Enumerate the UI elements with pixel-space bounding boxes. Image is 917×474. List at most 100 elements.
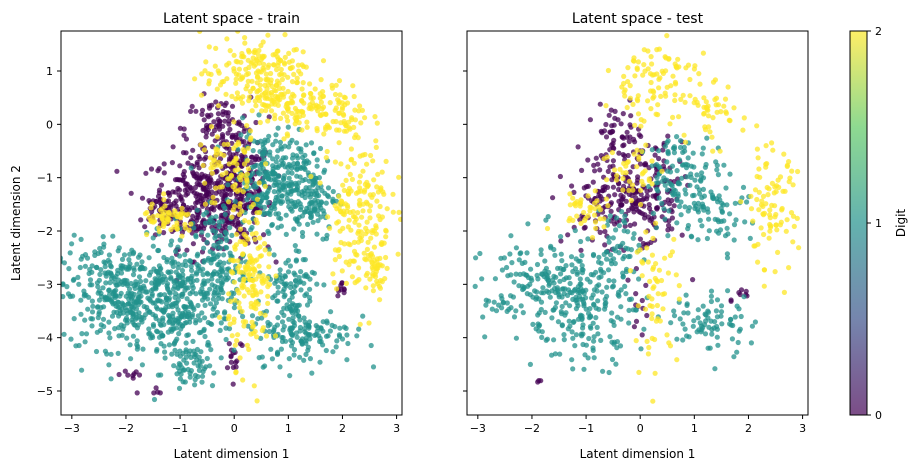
- point-digit-2: [337, 92, 343, 98]
- point-digit-1: [569, 357, 575, 363]
- point-digit-1: [155, 247, 162, 254]
- point-digit-2: [339, 106, 345, 112]
- y-tick-label: −1: [37, 172, 53, 185]
- point-digit-1: [248, 227, 254, 233]
- point-digit-1: [618, 287, 624, 293]
- point-digit-2: [710, 115, 716, 121]
- point-digit-2: [266, 62, 272, 68]
- point-digit-1: [615, 292, 621, 298]
- point-digit-1: [542, 258, 548, 264]
- point-digit-1: [594, 283, 600, 289]
- point-digit-2: [215, 103, 222, 109]
- point-digit-0: [194, 161, 200, 167]
- point-digit-1: [636, 242, 642, 248]
- point-digit-2: [687, 76, 693, 83]
- point-digit-1: [674, 197, 680, 203]
- point-digit-2: [771, 190, 777, 196]
- point-digit-1: [311, 191, 318, 198]
- point-digit-2: [654, 277, 660, 284]
- point-digit-2: [781, 151, 787, 157]
- point-digit-0: [665, 133, 671, 139]
- point-digit-2: [198, 142, 204, 148]
- point-digit-1: [112, 300, 118, 306]
- point-digit-1: [274, 154, 280, 160]
- point-digit-2: [361, 250, 367, 256]
- point-digit-1: [291, 226, 297, 232]
- point-digit-2: [757, 174, 763, 180]
- point-digit-1: [718, 309, 725, 315]
- point-digit-1: [513, 271, 519, 277]
- point-digit-1: [607, 334, 613, 340]
- point-digit-1: [337, 325, 343, 331]
- point-digit-2: [217, 184, 223, 190]
- point-digit-2: [233, 156, 239, 162]
- point-digit-1: [318, 214, 324, 220]
- point-digit-1: [207, 217, 213, 223]
- point-digit-1: [308, 140, 315, 146]
- point-digit-2: [332, 257, 338, 263]
- point-digit-1: [130, 333, 136, 339]
- point-digit-2: [350, 213, 357, 220]
- point-digit-2: [188, 221, 194, 227]
- point-digit-1: [555, 319, 562, 325]
- point-digit-1: [199, 379, 205, 385]
- point-digit-1: [320, 236, 326, 242]
- point-digit-1: [533, 326, 539, 332]
- point-digit-2: [254, 58, 260, 64]
- point-digit-1: [197, 359, 203, 365]
- point-digit-1: [144, 304, 150, 310]
- point-digit-2: [357, 202, 363, 208]
- point-digit-1: [105, 269, 111, 275]
- point-digit-2: [654, 71, 660, 77]
- point-digit-1: [295, 199, 301, 205]
- point-digit-1: [176, 385, 183, 391]
- point-digit-2: [341, 94, 347, 100]
- point-digit-1: [162, 355, 168, 361]
- point-digit-1: [626, 296, 633, 303]
- point-digit-1: [691, 192, 697, 198]
- point-digit-2: [631, 55, 637, 61]
- point-digit-2: [635, 303, 641, 309]
- point-digit-1: [695, 315, 701, 321]
- point-digit-2: [261, 61, 267, 67]
- point-digit-1: [535, 312, 541, 318]
- point-digit-2: [252, 328, 258, 335]
- point-digit-1: [296, 191, 302, 197]
- point-digit-1: [679, 175, 685, 181]
- point-digit-1: [694, 172, 700, 178]
- point-digit-0: [266, 114, 272, 120]
- point-digit-2: [351, 248, 358, 254]
- point-digit-2: [791, 223, 797, 229]
- point-digit-1: [702, 311, 708, 317]
- point-digit-1: [78, 297, 84, 303]
- point-digit-1: [288, 191, 294, 197]
- point-digit-1: [553, 300, 560, 306]
- point-digit-1: [305, 344, 311, 350]
- point-digit-1: [288, 337, 294, 343]
- point-digit-1: [540, 290, 547, 296]
- point-digit-0: [227, 191, 233, 197]
- point-digit-2: [232, 297, 238, 303]
- point-digit-2: [347, 209, 353, 215]
- point-digit-1: [582, 352, 588, 358]
- point-digit-2: [377, 297, 383, 303]
- point-digit-1: [605, 218, 611, 224]
- point-digit-1: [483, 297, 489, 303]
- point-digit-0: [608, 208, 614, 214]
- point-digit-2: [266, 264, 272, 270]
- point-digit-2: [635, 59, 642, 65]
- point-digit-1: [303, 142, 309, 148]
- point-digit-2: [379, 240, 385, 246]
- point-digit-2: [249, 257, 256, 263]
- point-digit-1: [479, 276, 485, 282]
- point-digit-1: [166, 295, 172, 301]
- point-digit-1: [299, 340, 305, 346]
- point-digit-1: [741, 294, 747, 300]
- point-digit-2: [357, 103, 363, 109]
- point-digit-2: [377, 285, 383, 291]
- point-digit-1: [539, 334, 545, 340]
- point-digit-2: [375, 281, 381, 287]
- point-digit-2: [756, 189, 762, 195]
- point-digit-2: [750, 218, 756, 224]
- point-digit-0: [148, 166, 155, 172]
